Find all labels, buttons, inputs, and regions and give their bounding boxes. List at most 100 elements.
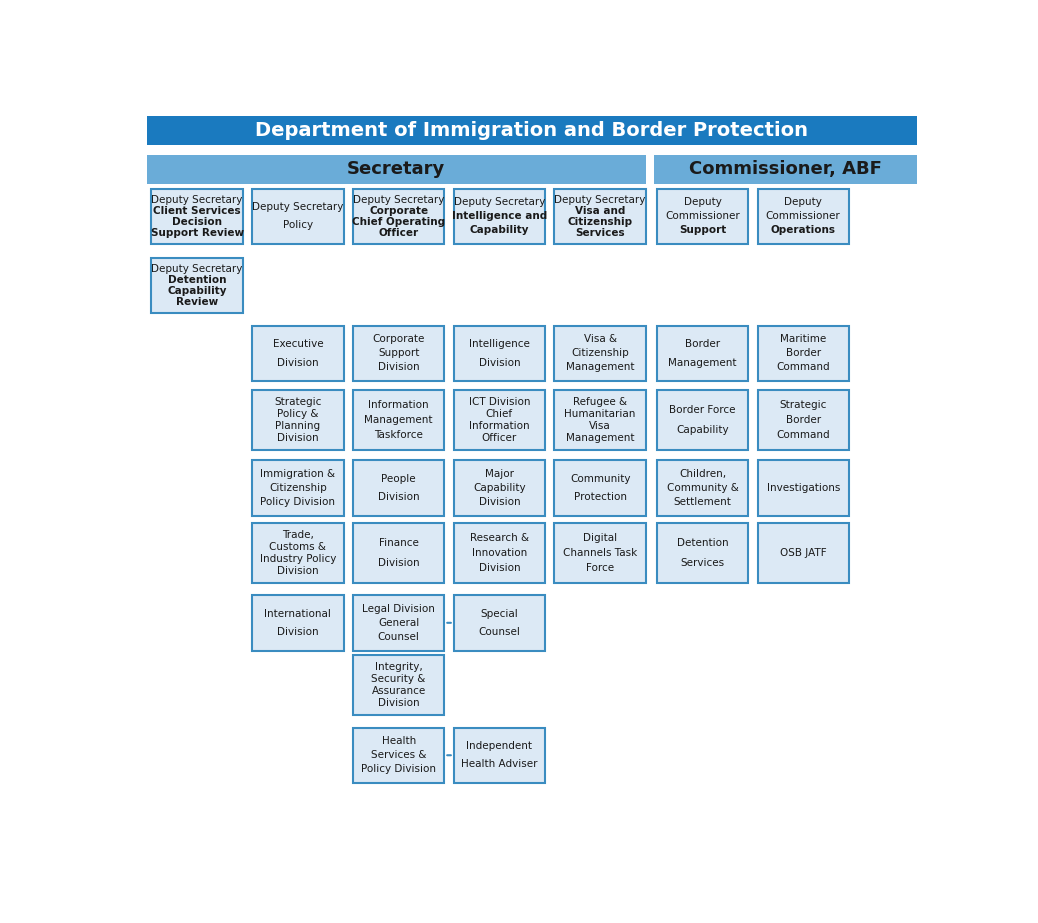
FancyBboxPatch shape (654, 155, 918, 184)
Text: Trade,: Trade, (282, 530, 313, 540)
Text: Children,: Children, (679, 469, 726, 479)
Text: Division: Division (479, 357, 520, 367)
Text: Command: Command (776, 362, 830, 372)
Text: Capability: Capability (469, 225, 529, 235)
FancyBboxPatch shape (252, 390, 344, 450)
Text: Services &: Services & (371, 750, 427, 761)
FancyBboxPatch shape (554, 326, 646, 381)
FancyBboxPatch shape (758, 461, 849, 516)
FancyBboxPatch shape (252, 461, 344, 516)
Text: Deputy Secretary: Deputy Secretary (353, 195, 444, 205)
Text: Client Services: Client Services (154, 206, 241, 216)
Text: Services: Services (681, 557, 725, 568)
Text: Strategic: Strategic (780, 401, 827, 411)
Text: Management: Management (566, 362, 634, 372)
FancyBboxPatch shape (454, 390, 545, 450)
Text: Intelligence: Intelligence (469, 339, 529, 349)
Text: Citizenship: Citizenship (568, 217, 633, 227)
FancyBboxPatch shape (353, 595, 444, 651)
Text: Digital: Digital (583, 533, 618, 543)
Text: Detention: Detention (677, 538, 729, 547)
Text: ICT Division: ICT Division (469, 397, 530, 407)
Text: Visa &: Visa & (583, 334, 617, 344)
FancyBboxPatch shape (152, 258, 243, 313)
Text: Corporate: Corporate (373, 334, 425, 344)
Text: Policy: Policy (283, 221, 313, 231)
Text: Executive: Executive (273, 339, 323, 349)
Text: Health: Health (382, 737, 416, 747)
Text: Customs &: Customs & (270, 542, 326, 552)
Text: Management: Management (566, 433, 634, 443)
FancyBboxPatch shape (657, 390, 748, 450)
Text: Independent: Independent (466, 741, 532, 751)
Text: Support Review: Support Review (151, 228, 244, 238)
Text: Officer: Officer (379, 228, 418, 238)
Text: Research &: Research & (470, 533, 529, 543)
Text: Community &: Community & (666, 483, 738, 493)
Text: Decision: Decision (172, 217, 222, 227)
Text: Division: Division (277, 357, 319, 367)
FancyBboxPatch shape (758, 522, 849, 582)
Text: Special: Special (481, 608, 518, 618)
Text: Refugee &: Refugee & (573, 397, 627, 407)
Text: Integrity,: Integrity, (375, 662, 422, 672)
Text: Policy &: Policy & (277, 409, 319, 419)
Text: Health Adviser: Health Adviser (461, 760, 538, 770)
Text: OSB JATF: OSB JATF (780, 547, 826, 557)
FancyBboxPatch shape (152, 188, 243, 244)
Text: Capability: Capability (676, 426, 729, 436)
FancyBboxPatch shape (657, 522, 748, 582)
FancyBboxPatch shape (758, 390, 849, 450)
FancyBboxPatch shape (554, 461, 646, 516)
Text: Deputy Secretary: Deputy Secretary (152, 264, 243, 274)
Text: Commissioner: Commissioner (665, 211, 740, 222)
FancyBboxPatch shape (353, 655, 444, 715)
Text: Visa: Visa (590, 421, 611, 431)
FancyBboxPatch shape (454, 522, 545, 582)
Text: Command: Command (776, 430, 830, 440)
FancyBboxPatch shape (758, 188, 849, 244)
Text: Security &: Security & (372, 674, 426, 684)
FancyBboxPatch shape (353, 522, 444, 582)
FancyBboxPatch shape (454, 727, 545, 783)
Text: Operations: Operations (771, 225, 836, 235)
Text: Detention: Detention (168, 275, 226, 285)
Text: Innovation: Innovation (472, 547, 527, 557)
Text: Services: Services (575, 228, 625, 238)
Text: Division: Division (277, 566, 319, 576)
Text: Division: Division (378, 557, 419, 568)
FancyBboxPatch shape (554, 522, 646, 582)
Text: Secretary: Secretary (348, 161, 445, 178)
FancyBboxPatch shape (252, 326, 344, 381)
Text: Information: Information (368, 401, 429, 411)
FancyBboxPatch shape (454, 326, 545, 381)
FancyBboxPatch shape (146, 116, 918, 146)
Text: Counsel: Counsel (378, 631, 419, 641)
FancyBboxPatch shape (657, 461, 748, 516)
Text: Channels Task: Channels Task (563, 547, 637, 557)
Text: Counsel: Counsel (479, 627, 520, 637)
Text: Officer: Officer (482, 433, 517, 443)
Text: Maritime: Maritime (781, 334, 826, 344)
Text: Border Force: Border Force (670, 405, 736, 415)
FancyBboxPatch shape (657, 188, 748, 244)
Text: Investigations: Investigations (766, 483, 840, 493)
FancyBboxPatch shape (454, 188, 545, 244)
Text: Commissioner: Commissioner (766, 211, 841, 222)
Text: Management: Management (364, 415, 433, 426)
FancyBboxPatch shape (353, 727, 444, 783)
Text: Capability: Capability (167, 286, 227, 296)
Text: Humanitarian: Humanitarian (565, 409, 636, 419)
Text: Support: Support (679, 225, 727, 235)
Text: Deputy Secretary: Deputy Secretary (252, 202, 344, 212)
Text: Division: Division (378, 362, 419, 372)
Text: Capability: Capability (473, 483, 525, 493)
FancyBboxPatch shape (353, 326, 444, 381)
Text: Division: Division (479, 563, 520, 573)
Text: Deputy Secretary: Deputy Secretary (152, 195, 243, 205)
Text: Protection: Protection (574, 492, 627, 502)
Text: International: International (265, 608, 331, 618)
Text: Chief: Chief (486, 409, 513, 419)
Text: Deputy: Deputy (684, 198, 721, 208)
Text: Planning: Planning (275, 421, 321, 431)
